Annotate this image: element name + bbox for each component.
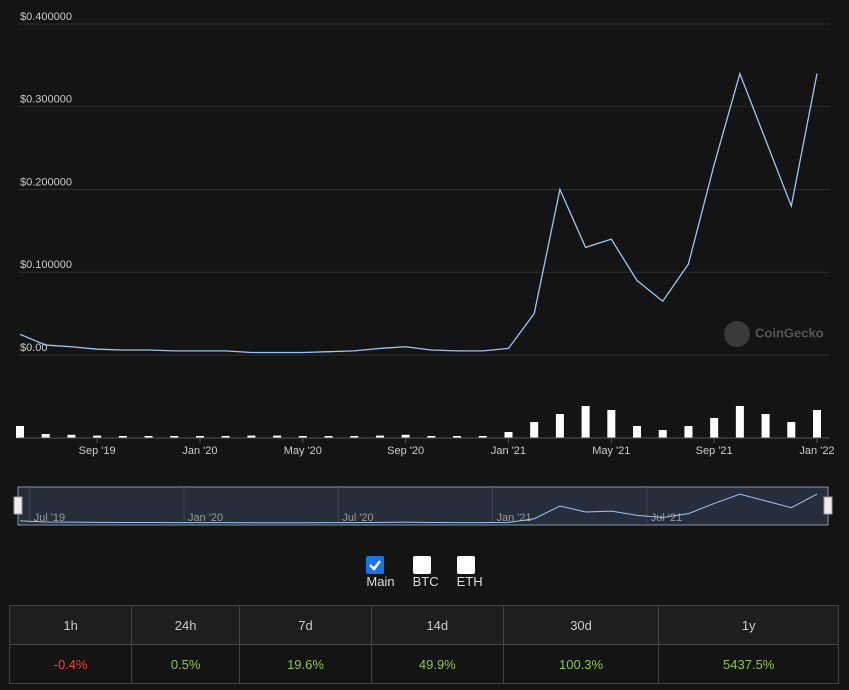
period-header: 1y bbox=[658, 605, 839, 645]
x-tick-label: Jan '22 bbox=[799, 445, 834, 457]
volume-bar bbox=[401, 434, 410, 438]
volume-bar bbox=[555, 414, 564, 438]
volume-bar bbox=[787, 422, 796, 438]
volume-bar bbox=[144, 436, 153, 438]
navigator-handle bbox=[823, 496, 833, 515]
navigator-tick-label: Jul '21 bbox=[651, 512, 682, 524]
volume-bar bbox=[247, 435, 256, 438]
change-value: 49.9% bbox=[370, 644, 504, 684]
navigator-tick-label: Jan '21 bbox=[496, 512, 531, 524]
volume-bar bbox=[118, 436, 127, 438]
volume-bar bbox=[710, 418, 719, 438]
volume-bar bbox=[41, 434, 50, 438]
volume-bar bbox=[427, 436, 436, 438]
watermark-logo bbox=[724, 321, 750, 347]
change-value: 100.3% bbox=[502, 644, 660, 684]
period-header: 14d bbox=[370, 605, 504, 645]
volume-bar bbox=[350, 436, 359, 438]
navigator-tick-label: Jul '19 bbox=[34, 512, 65, 524]
change-table: 1h 24h 7d 14d 30d 1y -0.4% 0.5% 19.6% 49.9% 100.3%… bbox=[8, 605, 839, 684]
change-value: 5437.5% bbox=[658, 644, 839, 684]
y-tick-label: $0.200000 bbox=[20, 176, 72, 188]
x-tick-label: May '20 bbox=[284, 445, 322, 457]
series-option[interactable]: ETH bbox=[456, 556, 483, 589]
volume-bar bbox=[478, 436, 487, 438]
period-header: 1h bbox=[8, 605, 133, 645]
period-header: 30d bbox=[502, 605, 660, 645]
checkbox[interactable] bbox=[456, 556, 475, 574]
volume-bar bbox=[195, 436, 204, 438]
period-header: 7d bbox=[239, 605, 372, 645]
x-tick-label: Jan '20 bbox=[182, 445, 217, 457]
checkbox[interactable] bbox=[366, 556, 385, 574]
navigator-line bbox=[19, 493, 818, 524]
series-options: Main BTC ETH bbox=[0, 556, 849, 589]
checkbox[interactable] bbox=[412, 556, 431, 574]
change-value: -0.4% bbox=[8, 644, 133, 684]
x-tick-label: Sep '19 bbox=[79, 445, 116, 457]
volume-bar bbox=[530, 422, 539, 438]
volume-bar bbox=[170, 436, 179, 438]
y-tick-label: $0.300000 bbox=[20, 94, 72, 106]
watermark: CoinGecko bbox=[755, 325, 824, 340]
volume-bar bbox=[298, 436, 307, 438]
series-option[interactable]: Main bbox=[366, 556, 395, 589]
volume-bar bbox=[581, 406, 590, 438]
navigator-handle bbox=[13, 496, 23, 515]
x-tick-label: Jan '21 bbox=[491, 445, 526, 457]
value-row: -0.4% 0.5% 19.6% 49.9% 100.3% 5437.5% bbox=[8, 644, 839, 684]
volume-bar bbox=[93, 435, 102, 438]
x-tick-label: Sep '21 bbox=[696, 445, 733, 457]
x-tick-label: Sep '20 bbox=[387, 445, 424, 457]
volume-bar bbox=[453, 436, 462, 438]
header-row: 1h 24h 7d 14d 30d 1y bbox=[8, 605, 839, 645]
volume-bar bbox=[658, 430, 667, 438]
volume-bar bbox=[504, 432, 513, 438]
volume-bar bbox=[324, 436, 333, 438]
price-line bbox=[19, 71, 818, 354]
volume-bar bbox=[273, 435, 282, 438]
volume-bar bbox=[633, 426, 642, 438]
navigator-tick-label: Jan '20 bbox=[188, 512, 223, 524]
option-label: BTC bbox=[412, 574, 439, 589]
volume-bar bbox=[684, 426, 693, 438]
change-value: 19.6% bbox=[239, 644, 372, 684]
period-header: 24h bbox=[131, 605, 241, 645]
volume-bar bbox=[735, 406, 744, 438]
volume-bar bbox=[813, 410, 821, 438]
series-option[interactable]: BTC bbox=[412, 556, 439, 589]
x-tick-label: May '21 bbox=[592, 445, 630, 457]
y-tick-label: $0.00 bbox=[20, 342, 48, 354]
y-tick-label: $0.100000 bbox=[20, 259, 72, 271]
option-label: ETH bbox=[456, 574, 483, 589]
volume-bar bbox=[761, 414, 770, 438]
navigator-tick-label: Jul '20 bbox=[342, 512, 373, 524]
volume-bar bbox=[67, 434, 76, 438]
check-icon bbox=[369, 560, 382, 571]
volume-bar bbox=[16, 426, 24, 438]
option-label: Main bbox=[366, 574, 395, 589]
volume-bar bbox=[375, 435, 384, 438]
y-tick-label: $0.400000 bbox=[20, 11, 72, 23]
chart: $0.00 $0.100000 $0.200000 $0.300000 $0.40000… bbox=[13, 11, 835, 526]
volume-bar bbox=[607, 410, 616, 438]
volume-bar bbox=[221, 436, 230, 438]
change-value: 0.5% bbox=[131, 644, 241, 684]
